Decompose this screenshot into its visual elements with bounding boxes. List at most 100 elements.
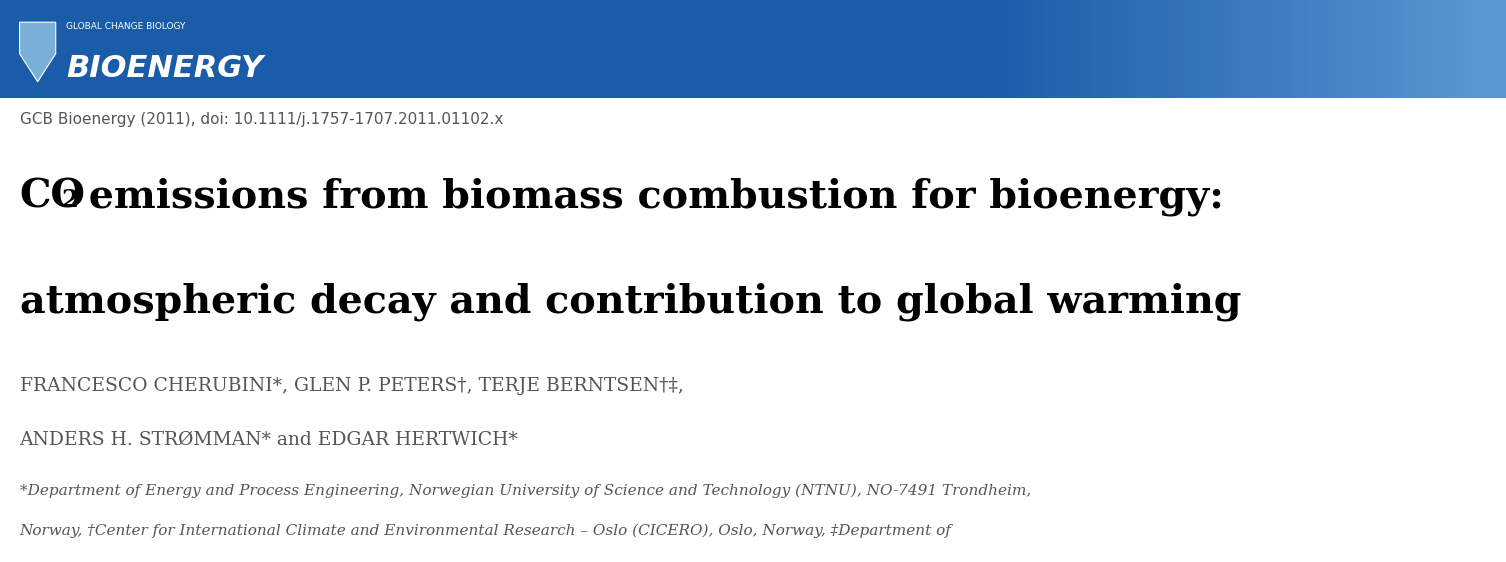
Bar (1253, 0, 1259, 98)
Bar (1348, 0, 1354, 98)
Bar (1437, 0, 1444, 98)
Bar (1495, 0, 1501, 98)
Bar (1295, 0, 1301, 98)
Bar (1057, 0, 1065, 98)
Bar (1105, 0, 1111, 98)
Bar (1264, 0, 1270, 98)
Bar (1099, 0, 1107, 98)
Bar (1258, 0, 1265, 98)
Bar (1447, 0, 1455, 98)
Bar (1474, 0, 1480, 98)
Bar (1342, 0, 1349, 98)
Text: *Department of Energy and Process Engineering, Norwegian University of Science a: *Department of Energy and Process Engine… (20, 483, 1030, 498)
Bar (1491, 0, 1497, 98)
Bar (1163, 0, 1170, 98)
Bar (1074, 0, 1080, 98)
Bar (1322, 0, 1328, 98)
Bar (1036, 0, 1044, 98)
Bar (1479, 0, 1486, 98)
Bar (1194, 0, 1202, 98)
Bar (1500, 0, 1506, 98)
Bar (1289, 0, 1297, 98)
Bar (1247, 0, 1254, 98)
Bar (0, 0, 1506, 98)
Bar (1268, 0, 1276, 98)
Bar (1390, 0, 1396, 98)
Text: GCB Bioenergy (2011), doi: 10.1111/j.1757-1707.2011.01102.x: GCB Bioenergy (2011), doi: 10.1111/j.175… (20, 112, 503, 128)
Bar (1300, 0, 1307, 98)
Bar (1485, 0, 1491, 98)
Bar (1110, 0, 1117, 98)
Bar (1190, 0, 1196, 98)
Bar (1011, 0, 1018, 98)
Bar (1137, 0, 1143, 98)
Bar (1084, 0, 1090, 98)
Bar (1464, 0, 1470, 98)
Bar (1026, 0, 1033, 98)
Bar (1042, 0, 1048, 98)
Bar (1133, 0, 1139, 98)
Bar (1200, 0, 1206, 98)
Bar (1090, 0, 1096, 98)
Bar (1221, 0, 1227, 98)
Bar (1205, 0, 1212, 98)
Text: 2: 2 (62, 188, 78, 212)
Bar (1047, 0, 1054, 98)
Bar (1095, 0, 1101, 98)
Text: CO: CO (20, 177, 86, 215)
Bar (1426, 0, 1434, 98)
Text: GLOBAL CHANGE BIOLOGY: GLOBAL CHANGE BIOLOGY (66, 22, 185, 31)
Bar (1316, 0, 1322, 98)
Bar (983, 0, 991, 98)
Bar (1468, 0, 1476, 98)
Bar (1443, 0, 1449, 98)
Bar (989, 0, 995, 98)
Bar (1416, 0, 1423, 98)
Bar (1405, 0, 1413, 98)
Polygon shape (20, 22, 56, 82)
Bar (1000, 0, 1006, 98)
Bar (1143, 0, 1149, 98)
Bar (1310, 0, 1318, 98)
Text: Norway, †Center for International Climate and Environmental Research – Oslo (CIC: Norway, †Center for International Climat… (20, 524, 952, 538)
Bar (1158, 0, 1164, 98)
Bar (1422, 0, 1428, 98)
Bar (1154, 0, 1160, 98)
Text: emissions from biomass combustion for bioenergy:: emissions from biomass combustion for bi… (75, 177, 1224, 216)
Bar (1078, 0, 1086, 98)
Bar (994, 0, 1001, 98)
Bar (1327, 0, 1333, 98)
Text: atmospheric decay and contribution to global warming: atmospheric decay and contribution to gl… (20, 283, 1241, 321)
Bar (1432, 0, 1438, 98)
Bar (1458, 0, 1465, 98)
Bar (1148, 0, 1154, 98)
Bar (1179, 0, 1185, 98)
Bar (1169, 0, 1175, 98)
Text: BIOENERGY: BIOENERGY (66, 55, 264, 83)
Bar (1274, 0, 1280, 98)
Bar (1242, 0, 1248, 98)
Bar (1116, 0, 1122, 98)
Bar (1386, 0, 1392, 98)
Bar (1032, 0, 1038, 98)
Bar (1306, 0, 1312, 98)
Bar (1069, 0, 1075, 98)
Bar (1063, 0, 1069, 98)
Bar (1285, 0, 1291, 98)
Bar (1401, 0, 1407, 98)
Bar (1358, 0, 1364, 98)
Bar (1411, 0, 1417, 98)
Bar (1337, 0, 1343, 98)
Bar (1184, 0, 1191, 98)
Bar (1120, 0, 1128, 98)
Bar (1373, 0, 1381, 98)
Bar (1211, 0, 1217, 98)
Bar (1379, 0, 1386, 98)
Bar (1232, 0, 1238, 98)
Bar (1453, 0, 1459, 98)
Bar (1015, 0, 1023, 98)
Text: ANDERS H. STRØMMAN* and EDGAR HERTWICH*: ANDERS H. STRØMMAN* and EDGAR HERTWICH* (20, 431, 518, 449)
Bar (1369, 0, 1375, 98)
Bar (1238, 0, 1244, 98)
Bar (1395, 0, 1402, 98)
